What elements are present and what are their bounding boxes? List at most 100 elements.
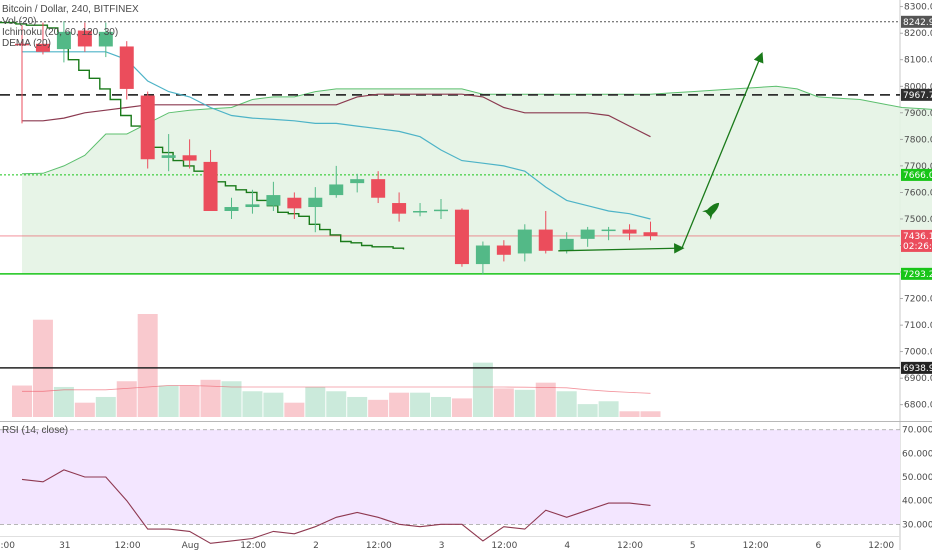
volume-bar xyxy=(200,379,221,417)
time-tick-label: 12:00 xyxy=(366,541,392,550)
level-label: 7967.7 xyxy=(903,91,932,101)
candle-body xyxy=(559,238,574,251)
level-label: 7293.2 xyxy=(903,270,932,280)
volume-bar xyxy=(451,398,472,417)
rsi-legend[interactable]: RSI (14, close) xyxy=(2,425,69,436)
volume-bar xyxy=(53,386,74,417)
candle-body xyxy=(392,203,407,214)
candle-body xyxy=(517,229,532,254)
volume-bar xyxy=(179,385,200,417)
candle-body xyxy=(245,204,260,208)
volume-bar xyxy=(410,392,431,417)
time-tick-label: Aug xyxy=(182,541,200,550)
candle-body xyxy=(203,161,218,211)
level-label-bg xyxy=(901,88,932,101)
volume-bar xyxy=(347,396,368,417)
candle-body xyxy=(580,229,595,239)
candle-body xyxy=(496,245,511,255)
volume-bar xyxy=(221,381,242,417)
candle-body xyxy=(77,30,92,47)
candle-body xyxy=(622,229,637,234)
volume-bar xyxy=(619,411,640,417)
time-tick-label: 6 xyxy=(816,541,822,550)
rocket-body xyxy=(705,202,720,217)
candle-body xyxy=(35,43,50,52)
volume-bar xyxy=(598,401,619,417)
rsi-band xyxy=(0,429,900,525)
volume-bar xyxy=(640,411,661,417)
volume-bar xyxy=(158,385,179,417)
time-tick-label: 12:00 xyxy=(115,541,141,550)
volume-bar xyxy=(472,362,493,417)
countdown-label: 02:26:34 xyxy=(903,242,932,252)
time-tick-label: 12:00 xyxy=(868,541,894,550)
price-tick-label: 8200.0 xyxy=(904,29,932,39)
candle-body xyxy=(538,229,553,251)
candle-body xyxy=(15,43,29,46)
candle-body xyxy=(350,179,365,184)
volume-bar xyxy=(284,402,305,417)
current-price-label: 7436.1 xyxy=(903,232,932,242)
symbol-title: Bitcoin / Dollar, 240, BITFINEX xyxy=(2,4,139,15)
candle-body xyxy=(475,245,490,265)
time-tick-label: 3 xyxy=(439,541,445,550)
volume-ma-line xyxy=(22,385,651,394)
price-tick-label: 7500.0 xyxy=(904,215,932,225)
price-tick-label: 7900.0 xyxy=(904,109,932,119)
volume-bar xyxy=(556,391,577,417)
volume-bar xyxy=(95,396,116,417)
level-label-bg xyxy=(901,267,932,280)
ichimoku-cloud xyxy=(22,86,932,274)
price-tick-label: 8300.0 xyxy=(904,3,932,13)
price-tick-label: 7600.0 xyxy=(904,188,932,198)
candle-body xyxy=(119,46,134,89)
price-tick-label: 7100.0 xyxy=(904,321,932,331)
rsi-tick-label: 30.0000 xyxy=(902,520,932,530)
candle-body xyxy=(98,31,113,47)
projection-arrow xyxy=(681,52,764,249)
rsi-tick-label: 50.0000 xyxy=(902,473,932,483)
candle-body xyxy=(601,229,616,232)
volume-bar xyxy=(368,399,389,417)
candle-body xyxy=(329,184,344,196)
level-label-bg xyxy=(901,168,932,181)
candle-body xyxy=(161,155,176,158)
candle-body xyxy=(266,195,281,206)
rsi-tick-label: 40.0000 xyxy=(902,497,932,507)
candle-body xyxy=(182,155,197,161)
rsi-tick-label: 70.0000 xyxy=(902,426,932,436)
time-tick-label: 4 xyxy=(564,541,570,550)
price-tick-label: 7200.0 xyxy=(904,295,932,305)
volume-bar xyxy=(577,404,598,417)
candle-body xyxy=(434,209,448,212)
volume-bar xyxy=(326,391,347,417)
volume-bar xyxy=(74,402,95,417)
vol-legend[interactable]: Vol (20) xyxy=(2,16,37,27)
level-label: 7666.0 xyxy=(903,171,932,181)
dema-legend[interactable]: DEMA (20) xyxy=(2,38,51,49)
volume-bar xyxy=(305,386,326,417)
candle-body xyxy=(308,197,323,208)
price-tick-label: 8100.0 xyxy=(904,56,932,66)
candle-body xyxy=(454,209,469,265)
time-tick-label: 5 xyxy=(690,541,696,550)
candle-body xyxy=(224,207,239,211)
time-tick-label: 12:00 xyxy=(617,541,643,550)
candle-body xyxy=(56,31,71,50)
price-tick-label: 8000.0 xyxy=(904,82,932,92)
time-tick-label: 12:00 xyxy=(743,541,769,550)
volume-bar xyxy=(12,385,32,417)
candle-body xyxy=(643,232,658,236)
rsi-tick-label: 60.0000 xyxy=(902,449,932,459)
time-tick-label: 12:00 xyxy=(491,541,517,550)
candle-body xyxy=(371,179,386,198)
ichimoku-base-line xyxy=(22,93,651,138)
volume-bar xyxy=(431,396,451,417)
rsi-line xyxy=(21,469,651,544)
volume-bar xyxy=(535,382,556,417)
ichimoku-legend[interactable]: Ichimoku (20, 60, 120, 30) xyxy=(2,27,119,38)
price-tick-label: 7800.0 xyxy=(904,135,932,145)
level-label: 6938.9 xyxy=(903,364,932,374)
price-tick-label: 6900.0 xyxy=(904,374,932,384)
